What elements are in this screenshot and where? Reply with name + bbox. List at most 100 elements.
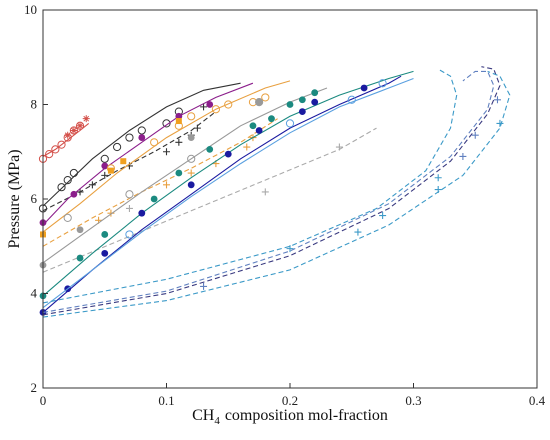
series-17 — [42, 70, 511, 318]
y-tick-label: 8 — [31, 97, 38, 112]
data-point — [175, 118, 182, 125]
x-axis: 0 0.1 0.2 0.3 0.4 — [40, 383, 546, 408]
data-point — [125, 204, 133, 212]
data-point — [224, 150, 232, 158]
data-point — [206, 101, 214, 108]
series-curve — [42, 75, 402, 313]
x-tick-label: 0.2 — [282, 393, 298, 408]
data-point — [224, 100, 233, 109]
series-curve — [42, 111, 217, 212]
data-point — [163, 181, 170, 189]
data-point — [88, 181, 96, 189]
data-point — [101, 162, 109, 170]
data-point — [70, 190, 78, 198]
data-point — [101, 231, 109, 238]
plot-frame — [42, 9, 538, 389]
series-curve — [42, 127, 377, 273]
data-point — [107, 209, 115, 217]
data-point — [45, 150, 54, 159]
data-point — [311, 98, 319, 106]
data-point — [193, 124, 201, 132]
data-point — [379, 212, 387, 220]
series-16 — [42, 68, 504, 304]
series-curve — [42, 68, 458, 304]
data-point — [101, 171, 109, 179]
data-point — [285, 119, 295, 128]
data-point — [434, 174, 442, 182]
data-point — [187, 169, 195, 177]
data-point — [255, 98, 263, 106]
data-point — [354, 228, 362, 236]
data-point — [76, 254, 84, 262]
data-point — [70, 126, 78, 134]
data-point — [311, 89, 319, 97]
data-point — [162, 119, 171, 128]
series-curve — [42, 66, 501, 316]
y-axis-title: Pressure (MPa) — [6, 149, 23, 248]
data-point — [347, 95, 356, 104]
data-point — [64, 131, 72, 139]
data-point — [138, 134, 146, 141]
series-10 — [42, 127, 377, 273]
data-point — [125, 230, 134, 239]
series-curve — [42, 87, 328, 264]
data-point — [360, 84, 368, 92]
data-point — [100, 154, 109, 163]
x-tick-label: 0.1 — [158, 393, 174, 408]
data-point — [200, 103, 208, 111]
data-point — [496, 119, 504, 127]
series-14 — [42, 70, 501, 313]
data-point — [163, 148, 170, 156]
y-tick-label: 2 — [31, 380, 38, 395]
series-11 — [39, 70, 414, 300]
x-axis-title-subscript: 4 — [214, 415, 220, 427]
series-1 — [64, 115, 90, 139]
data-point — [69, 126, 78, 135]
data-point — [57, 140, 66, 149]
y-tick-label: 6 — [31, 191, 38, 206]
y-axis: 2 4 6 8 10 — [24, 2, 48, 395]
data-point — [261, 188, 269, 196]
data-point — [459, 152, 467, 160]
y-tick-label: 4 — [31, 286, 38, 301]
data-point — [150, 138, 159, 147]
data-point — [286, 245, 294, 253]
series-curve — [42, 80, 291, 233]
data-point — [138, 209, 146, 217]
x-axis-title-species: CH — [192, 407, 215, 424]
x-tick-label: 0.4 — [529, 393, 546, 408]
plot-area — [38, 66, 511, 318]
data-point — [298, 96, 306, 104]
data-point — [175, 138, 183, 146]
data-point — [76, 122, 84, 130]
data-point — [335, 143, 343, 151]
data-point — [107, 167, 114, 174]
data-point — [51, 145, 60, 154]
series-12 — [39, 75, 402, 316]
data-point — [249, 122, 257, 130]
series-5 — [42, 80, 291, 233]
data-point — [206, 145, 214, 153]
data-point — [187, 112, 196, 121]
data-point — [298, 108, 306, 115]
series-curve — [42, 77, 414, 309]
data-point — [57, 183, 66, 192]
data-point — [69, 168, 78, 178]
data-point — [187, 134, 195, 141]
data-point — [76, 188, 84, 196]
data-point — [187, 181, 195, 189]
series-15 — [42, 66, 501, 316]
data-point — [82, 115, 90, 123]
data-point — [76, 226, 84, 234]
data-point — [255, 127, 263, 134]
data-point — [63, 213, 72, 222]
series-4 — [39, 82, 254, 227]
data-point — [211, 105, 220, 114]
data-point — [286, 101, 294, 108]
data-point — [175, 169, 183, 177]
data-point — [120, 158, 127, 165]
series-curve — [42, 82, 241, 207]
x-tick-label: 0.3 — [405, 393, 421, 408]
x-axis-title: CH4 composition mol-fraction — [192, 407, 388, 427]
